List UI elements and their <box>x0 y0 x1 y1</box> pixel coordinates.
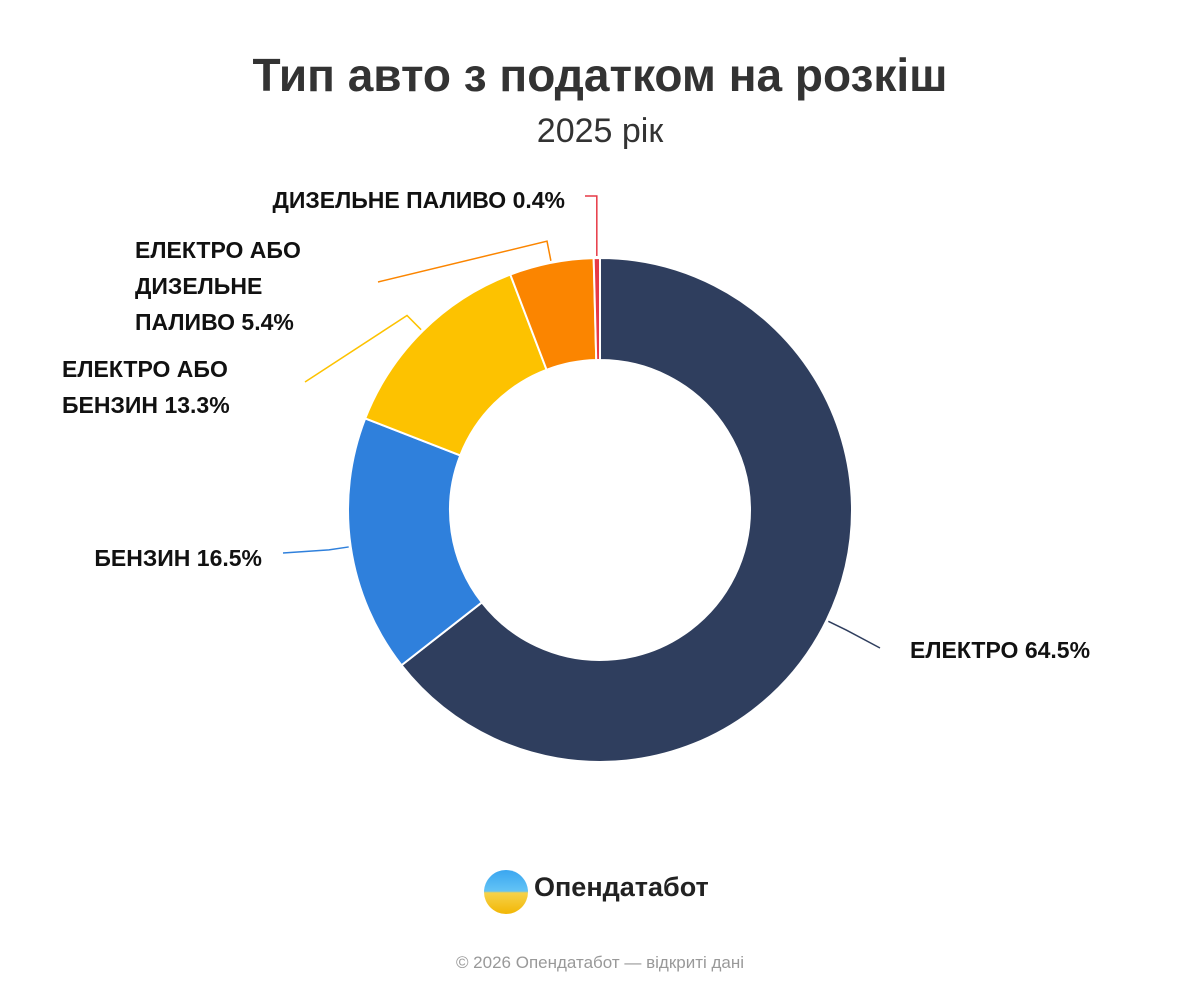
data-label: ДИЗЕЛЬНЕ ПАЛИВО 0.4% <box>272 182 565 218</box>
leader-line <box>377 240 552 283</box>
label-value: 64.5% <box>1024 637 1091 663</box>
chart-subtitle: 2025 рік <box>536 112 664 150</box>
leader-line <box>282 546 349 554</box>
leader-line <box>585 195 598 257</box>
label-value: 5.4% <box>241 309 294 335</box>
label-category: ЕЛЕКТРО АБО БЕНЗИН <box>62 356 228 418</box>
chart-title: Тип авто з податком на розкіш <box>252 49 948 101</box>
data-label: ЕЛЕКТРО АБО ДИЗЕЛЬНЕ ПАЛИВО 5.4% <box>135 232 355 340</box>
brand-name: Опендатабот <box>534 872 709 902</box>
label-value: 13.3% <box>164 392 230 418</box>
label-category: БЕНЗИН <box>94 545 191 571</box>
label-category: ЕЛЕКТРО <box>910 637 1019 663</box>
data-label: ЕЛЕКТРО АБО БЕНЗИН 13.3% <box>62 351 282 423</box>
logo-icon <box>484 870 528 914</box>
donut-segment <box>364 273 548 457</box>
data-label: ЕЛЕКТРО 64.5% <box>910 632 1170 668</box>
leader-line <box>827 620 881 649</box>
data-label: БЕНЗИН 16.5% <box>94 540 262 576</box>
copyright: © 2026 Опендатабот — відкриті дані <box>455 953 745 972</box>
leader-line <box>304 314 422 383</box>
label-value: 16.5% <box>196 545 262 571</box>
label-category: ЕЛЕКТРО АБО ДИЗЕЛЬНЕ ПАЛИВО <box>135 237 301 335</box>
label-value: 0.4% <box>512 187 565 213</box>
donut-segment <box>592 256 601 362</box>
label-category: ДИЗЕЛЬНЕ ПАЛИВО <box>272 187 507 213</box>
donut-segment <box>400 257 853 763</box>
